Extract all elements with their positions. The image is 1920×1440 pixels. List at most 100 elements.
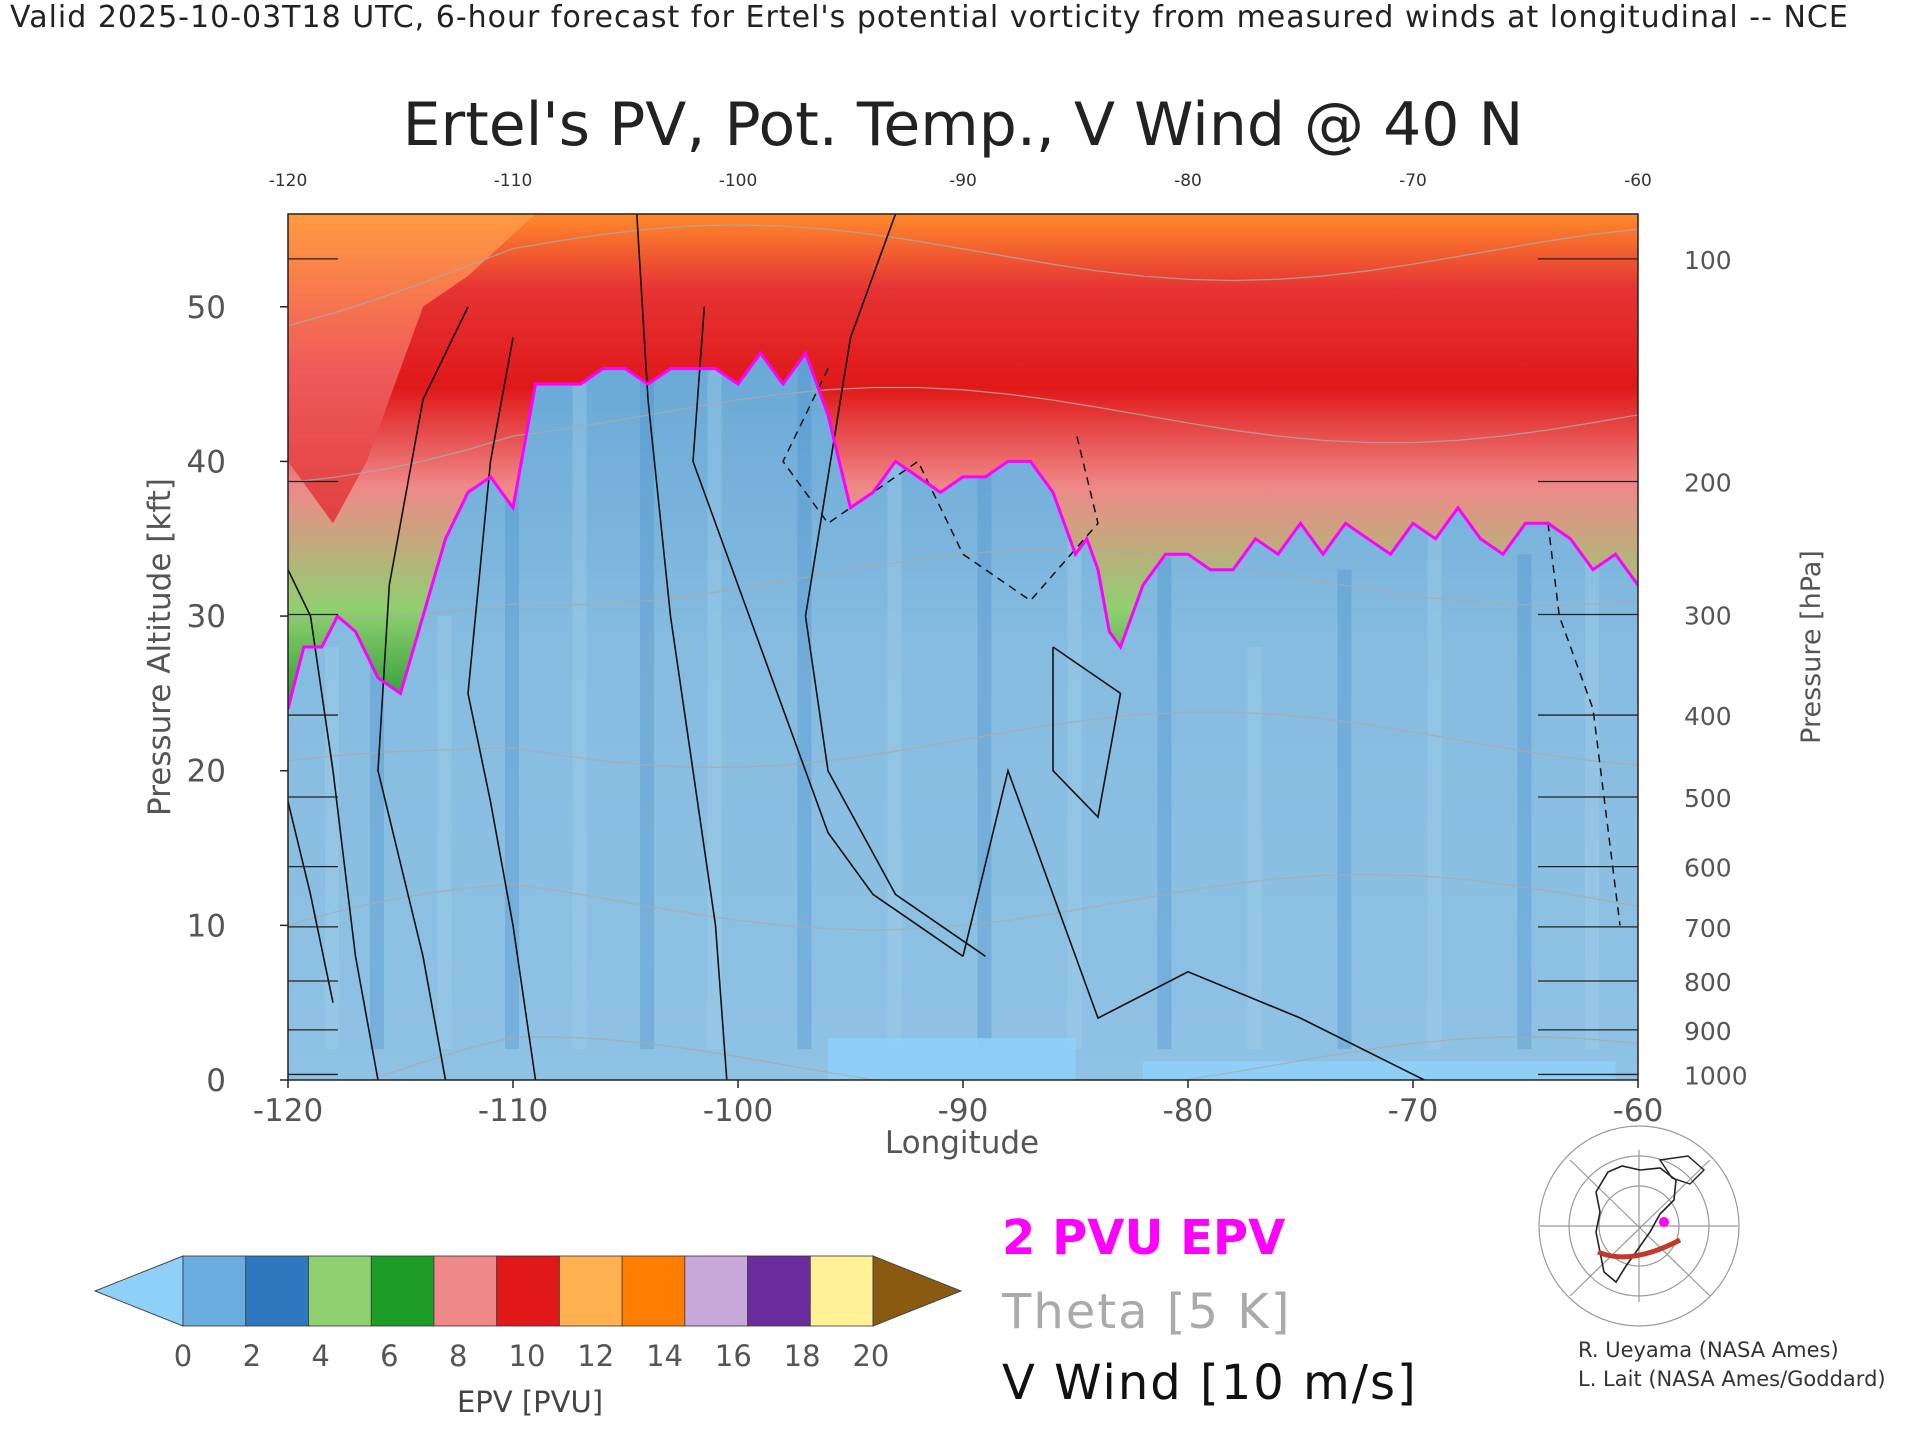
legend-theta: Theta [5 K] <box>1002 1284 1292 1340</box>
colorbar-segment <box>684 1255 749 1327</box>
pv-streak <box>797 353 812 1050</box>
v-wind-negative-contour <box>1547 523 1621 926</box>
x-tick-label: -120 <box>253 1093 323 1129</box>
x-tick-label: -80 <box>1163 1093 1214 1129</box>
colorbar-segment <box>747 1255 812 1327</box>
x-top-tick-label: -100 <box>719 171 758 191</box>
y-tick-label: 0 <box>206 1063 226 1099</box>
pressure-tick-label: 900 <box>1684 1017 1732 1046</box>
colorbar-tick-label: 14 <box>646 1339 683 1373</box>
pressure-tick-label: 1000 <box>1684 1061 1748 1090</box>
colorbar-tick-label: 2 <box>243 1339 261 1373</box>
pressure-tick-label: 600 <box>1684 854 1732 883</box>
y-axis-label: Pressure Altitude [kft] <box>142 478 178 816</box>
pv-streak <box>1585 507 1599 1050</box>
v-wind-contour <box>962 767 1425 1080</box>
stratosphere-west-fill <box>288 214 536 524</box>
colorbar-tick-label: 4 <box>311 1339 329 1373</box>
pressure-tick-label: 100 <box>1684 246 1732 275</box>
x-tick-label: -70 <box>1388 1093 1439 1129</box>
plot-area <box>288 214 1638 1080</box>
colorbar-segment <box>496 1255 561 1327</box>
v-wind-contour <box>804 214 986 957</box>
legend-vwind: V Wind [10 m/s] <box>1002 1355 1418 1411</box>
x-tick-label: -110 <box>478 1093 548 1129</box>
colorbar-over-arrow <box>872 1255 963 1327</box>
colorbar-tick-label: 18 <box>784 1339 821 1373</box>
locator-map-icon <box>1538 1125 1740 1327</box>
pressure-tick-label: 400 <box>1684 702 1732 731</box>
colorbar-segment <box>433 1255 498 1327</box>
stratosphere-fill <box>288 214 1638 709</box>
pv-streak <box>1247 647 1262 1050</box>
colorbar-label: EPV [PVU] <box>457 1385 603 1419</box>
pv-streak <box>1067 476 1082 1050</box>
pv-streak <box>572 384 587 1050</box>
theta-contour <box>288 224 1638 327</box>
x-tick-label: -100 <box>703 1093 773 1129</box>
pv-streak <box>325 647 339 1050</box>
colorbar-segment <box>245 1255 310 1327</box>
x-top-tick-label: -60 <box>1624 171 1652 191</box>
y-tick-label: 20 <box>187 754 226 790</box>
y-tick-label: 30 <box>187 599 226 635</box>
pv-streak <box>1157 554 1172 1050</box>
v-wind-contour <box>467 337 537 1080</box>
pv-streak <box>1427 523 1442 1050</box>
low-pv-surface-patch <box>1143 1061 1616 1080</box>
tropospheric-pv-streaks <box>325 353 1616 1080</box>
x-top-tick-label: -80 <box>1174 171 1202 191</box>
x-top-tick-label: -110 <box>494 171 533 191</box>
colorbar-tick-label: 6 <box>380 1339 398 1373</box>
theta-contour <box>288 548 1638 621</box>
colorbar-segment <box>558 1255 623 1327</box>
x-top-tick-label: -120 <box>269 171 308 191</box>
tropopause-2pvu-line <box>288 350 1638 710</box>
pv-streak <box>1517 554 1532 1050</box>
y-tick-label: 40 <box>187 444 226 480</box>
v-wind-contour <box>1052 646 1122 819</box>
colorbar-tick-label: 10 <box>509 1339 546 1373</box>
chart-title: Ertel's PV, Pot. Temp., V Wind @ 40 N <box>403 90 1524 160</box>
y-tick-label: 10 <box>187 908 226 944</box>
x-axis-top-ticks: -120 -110 -100 -90 -80 -70 -60 <box>269 171 1652 191</box>
theta-contour <box>368 1036 1638 1080</box>
pressure-tick-label: 800 <box>1684 968 1732 997</box>
colorbar-tick-label: 20 <box>852 1339 889 1373</box>
colorbar-tick-label: 16 <box>715 1339 752 1373</box>
colorbar-segment <box>182 1255 247 1327</box>
pressure-tick-label: 300 <box>1684 602 1732 631</box>
y-tick-label: 50 <box>187 290 226 326</box>
x-axis-ticks: -120 -110 -100 -90 -80 -70 -60 <box>253 1080 1664 1129</box>
theta-contour <box>288 873 1638 931</box>
pv-streak <box>437 616 452 1050</box>
x-top-tick-label: -70 <box>1399 171 1427 191</box>
colorbar-segment <box>308 1255 373 1327</box>
x-axis-label: Longitude <box>885 1125 1039 1161</box>
v-wind-contour <box>636 214 728 1080</box>
pv-streak <box>1337 569 1352 1050</box>
pressure-tick-label: 500 <box>1684 784 1732 813</box>
colorbar-under-arrow <box>93 1255 184 1327</box>
colorbar-tick-label: 12 <box>577 1339 614 1373</box>
theta-contours <box>288 224 1638 1080</box>
colorbar-segment <box>809 1255 874 1327</box>
pressure-tick-label: 200 <box>1684 469 1732 498</box>
x-top-tick-label: -90 <box>949 171 977 191</box>
colorbar-segment <box>621 1255 686 1327</box>
colorbar-segment <box>370 1255 435 1327</box>
v-wind-contour <box>288 569 379 1080</box>
pv-streak <box>640 368 654 1050</box>
v-wind-contour <box>288 801 334 1003</box>
x-tick-label: -60 <box>1613 1093 1664 1129</box>
legend-2pvu: 2 PVU EPV <box>1002 1210 1286 1266</box>
pv-streak <box>977 461 992 1050</box>
pressure-axis-ticks: 1000 900 800 700 600 500 400 300 200 100 <box>288 246 1748 1090</box>
low-pv-surface-patch <box>828 1038 1076 1080</box>
pv-streak <box>707 368 722 1050</box>
pv-streak <box>505 476 519 1050</box>
colorbar: 0 2 4 6 8 10 12 14 16 18 20 <box>93 1255 963 1373</box>
v-wind-contours <box>288 214 1621 1080</box>
colorbar-tick-label: 0 <box>174 1339 192 1373</box>
